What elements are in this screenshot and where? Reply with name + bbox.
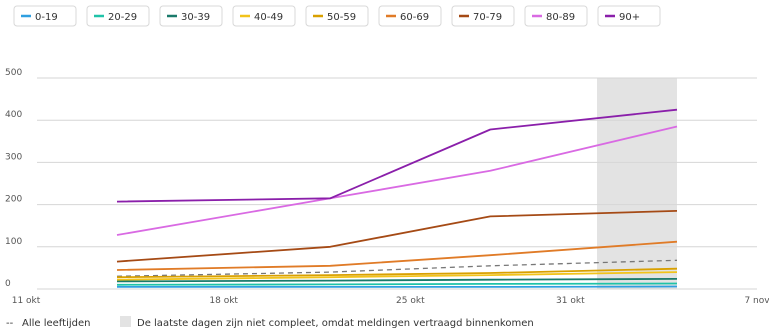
legend: 0-19 20-29 30-39 40-49 50-59 60-69 70-79 80-89 9… [13, 5, 661, 27]
legend-label: 90+ [619, 12, 640, 23]
y-tick-label: 200 [5, 195, 22, 205]
legend-button-box [597, 5, 661, 27]
legend-label: 50-59 [327, 12, 356, 23]
incomplete-region [597, 78, 677, 289]
legend-label: 20-29 [108, 12, 137, 23]
series-line-60-69 [116, 240, 678, 271]
legend-item-90+[interactable]: 90+ [597, 5, 661, 27]
x-tick-label: 25 okt [396, 296, 425, 306]
reference-line-label: Alle leeftijden [22, 318, 90, 329]
series-line-80-89 [116, 125, 678, 236]
series-line-30-39 [116, 278, 678, 283]
footer-legend: -- Alle leeftijden De laatste dagen zijn n… [6, 316, 534, 329]
reference-dash-symbol: -- [6, 318, 14, 329]
legend-item-40-49[interactable]: 40-49 [232, 5, 296, 27]
incomplete-region-label: De laatste dagen zijn niet compleet, omd… [137, 318, 534, 329]
series-line-40-49 [116, 271, 678, 281]
x-tick-label: 31 okt [556, 296, 585, 306]
legend-item-0-19[interactable]: 0-19 [13, 5, 77, 27]
legend-button-box [232, 5, 296, 27]
y-tick-label: 100 [5, 237, 22, 247]
legend-item-80-89[interactable]: 80-89 [524, 5, 588, 27]
x-tick-label: 11 okt [12, 296, 41, 306]
series-line-70-79 [116, 210, 678, 263]
y-tick-label: 300 [5, 152, 22, 162]
legend-button-box [305, 5, 369, 27]
y-tick-label: 500 [5, 68, 22, 78]
x-tick-label: 18 okt [209, 296, 238, 306]
legend-item-50-59[interactable]: 50-59 [305, 5, 369, 27]
legend-button-box [451, 5, 515, 27]
series-line-90+ [116, 108, 678, 203]
y-tick-label: 400 [5, 110, 22, 120]
legend-label: 40-49 [254, 12, 283, 23]
series-line-50-59 [116, 267, 678, 279]
y-tick-label: 0 [5, 279, 11, 289]
legend-button-box [524, 5, 588, 27]
legend-item-60-69[interactable]: 60-69 [378, 5, 442, 27]
x-tick-label: 7 nov [744, 296, 769, 306]
legend-item-20-29[interactable]: 20-29 [86, 5, 150, 27]
legend-button-box [86, 5, 150, 27]
legend-button-box [13, 5, 77, 27]
legend-button-box [159, 5, 223, 27]
legend-label: 80-89 [546, 12, 575, 23]
legend-label: 0-19 [35, 12, 58, 23]
legend-label: 30-39 [181, 12, 210, 23]
legend-label: 70-79 [473, 12, 502, 23]
incomplete-region-swatch [120, 316, 131, 327]
legend-button-box [378, 5, 442, 27]
legend-item-70-79[interactable]: 70-79 [451, 5, 515, 27]
series-line-20-29 [116, 282, 678, 286]
legend-item-30-39[interactable]: 30-39 [159, 5, 223, 27]
legend-label: 60-69 [400, 12, 429, 23]
plot-area: 0 100 200 300 400 500 11 okt 18 okt 25 okt 31 okt… [5, 68, 769, 306]
